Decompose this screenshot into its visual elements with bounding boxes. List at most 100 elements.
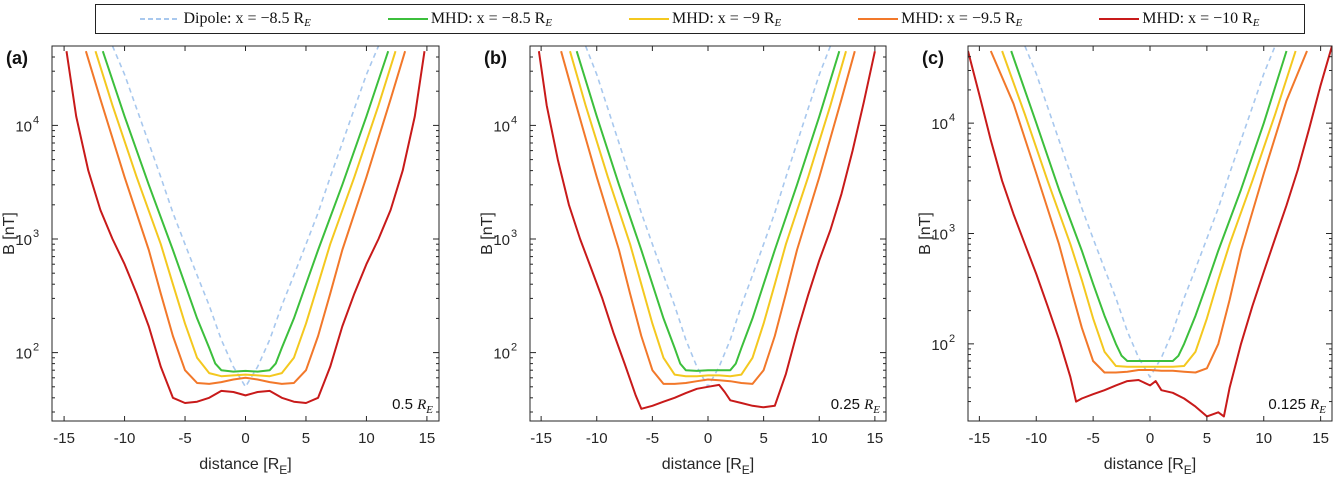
chart-legend: Dipole: x = −8.5 RE MHD: x = −8.5 RE MHD: … [95,4,1305,34]
series-group [968,46,1332,418]
series-line [537,50,876,410]
y-tick-label: 10 [15,346,32,363]
legend-text: MHD: x = −9.5 R [901,9,1016,27]
x-tick-label: -15 [969,430,991,447]
x-tick-label: -10 [114,430,136,447]
series-line [1010,50,1288,362]
y-tick-exponent: 3 [33,228,39,240]
legend-line-icon [858,18,899,20]
series-line [569,50,847,378]
x-tick-label: 10 [358,430,375,447]
y-tick-exponent: 4 [511,114,517,126]
legend-label: MHD: x = −9.5 RE [901,10,1022,29]
x-tick-label: -15 [53,430,75,447]
x-tick-label: -5 [178,430,191,447]
y-tick-label: 10 [493,232,510,249]
y-tick-label: 10 [931,337,948,354]
legend-line-icon [140,18,181,20]
y-tick-label: 10 [931,227,948,244]
x-tick-label: 10 [1255,430,1272,447]
legend-subscript: E [774,16,782,29]
y-tick-label: 10 [931,116,948,133]
legend-label: MHD: x = −10 RE [1142,10,1259,29]
x-tick-label: -5 [646,430,659,447]
x-tick-label: 0 [241,430,249,447]
legend-label: Dipole: x = −8.5 RE [183,10,310,29]
panel-label: (b) [484,48,507,68]
series-line [65,51,426,404]
legend-subscript: E [304,16,311,29]
x-tick-label: -10 [586,430,608,447]
x-tick-label: 5 [302,430,310,447]
panel-label: (c) [922,48,944,68]
series-line [989,50,1308,374]
y-tick-exponent: 2 [511,342,517,354]
x-tick-label: 0 [1146,430,1154,447]
y-tick-label: 10 [15,232,32,249]
series-line [101,50,390,373]
legend-subscript: E [545,16,553,29]
resolution-label: 0.5 RE [392,396,433,416]
legend-subscript: E [1252,16,1260,29]
x-tick-label: 15 [867,430,884,447]
legend-text: MHD: x = −8.5 R [430,9,546,27]
series-group [537,46,876,410]
y-tick-exponent: 4 [949,112,955,124]
legend-text: MHD: x = −9 R [671,9,775,27]
legend-line-icon [628,18,669,20]
x-tick-label: 10 [811,430,828,447]
x-axis-label: distance [RE] [1104,456,1197,477]
series-line [94,50,397,378]
legend-item: Dipole: x = −8.5 RE [140,10,311,29]
x-tick-label: 5 [1203,430,1211,447]
legend-label: MHD: x = −8.5 RE [431,10,552,29]
series-line [1001,50,1297,368]
series-line [560,50,856,385]
y-tick-label: 10 [493,118,510,135]
legend-item: MHD: x = −9 RE [628,10,781,29]
y-tick-exponent: 4 [33,114,39,126]
legend-label: MHD: x = −9 RE [672,10,781,29]
legend-subscript: E [1015,16,1023,29]
series-line [584,46,832,388]
y-tick-exponent: 3 [949,223,955,235]
y-axis-label: B [nT] [917,212,934,255]
axes-frame [529,45,887,422]
y-tick-exponent: 3 [511,228,517,240]
legend-text: MHD: x = −10 R [1142,9,1253,27]
y-axis-label: B [nT] [1,212,18,255]
resolution-label: 0.25 RE [831,396,881,416]
x-axis-label: distance [RE] [199,456,292,477]
series-line [111,46,380,388]
panel-label: (a) [6,48,28,68]
legend-item: MHD: x = −8.5 RE [387,10,552,29]
legend-line-icon [387,18,428,20]
series-group [65,46,426,404]
y-tick-exponent: 2 [949,333,955,345]
x-tick-label: 15 [419,430,436,447]
x-tick-label: 0 [704,430,712,447]
series-line [1024,46,1276,378]
resolution-label: 0.125 RE [1268,396,1326,416]
x-tick-label: -5 [1086,430,1099,447]
x-tick-label: 15 [1312,430,1329,447]
y-tick-label: 10 [493,346,510,363]
x-tick-label: -15 [530,430,552,447]
x-tick-label: -10 [1025,430,1047,447]
x-tick-label: 5 [759,430,767,447]
series-line [575,50,841,372]
series-line [84,50,407,385]
legend-item: MHD: x = −10 RE [1099,10,1260,29]
y-axis-label: B [nT] [479,212,496,255]
y-tick-label: 10 [15,118,32,135]
legend-item: MHD: x = −9.5 RE [858,10,1022,29]
legend-line-icon [1099,18,1140,20]
y-tick-exponent: 2 [33,342,39,354]
x-axis-label: distance [RE] [662,456,755,477]
series-line [968,46,1332,418]
legend-text: Dipole: x = −8.5 R [183,9,305,27]
